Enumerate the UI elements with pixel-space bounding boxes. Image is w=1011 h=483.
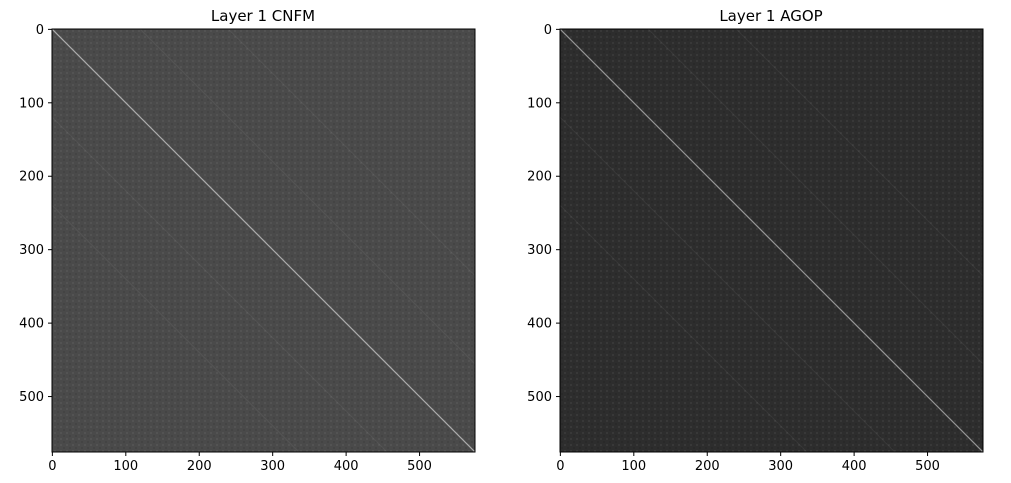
heatmap-plot-area bbox=[51, 28, 476, 453]
x-tick-label: 100 bbox=[621, 459, 646, 474]
y-tick-label: 200 bbox=[527, 170, 552, 185]
chart-title: Layer 1 AGOP bbox=[719, 7, 822, 25]
y-axis: 0 100 200 300 400 500 bbox=[19, 23, 52, 405]
y-axis: 0 100 200 300 400 500 bbox=[527, 23, 560, 405]
x-tick-label: 300 bbox=[768, 459, 793, 474]
y-tick-label: 0 bbox=[544, 23, 552, 38]
x-tick-label: 200 bbox=[187, 459, 212, 474]
heatmap-offdiagonal-structure bbox=[52, 29, 475, 452]
y-tick-label: 300 bbox=[19, 243, 44, 258]
y-tick-label: 300 bbox=[527, 243, 552, 258]
x-tick-label: 400 bbox=[842, 459, 867, 474]
x-tick-label: 0 bbox=[556, 459, 564, 474]
x-axis: 0 100 200 300 400 500 bbox=[556, 452, 940, 474]
y-tick-label: 0 bbox=[36, 23, 44, 38]
y-tick-label: 200 bbox=[19, 170, 44, 185]
y-tick-label: 400 bbox=[19, 317, 44, 332]
y-tick-label: 500 bbox=[19, 390, 44, 405]
heatmap-panel-cnfm: Layer 1 CNFM 0 100 200 300 400 500 0 100 200 300… bbox=[19, 7, 476, 474]
x-tick-label: 400 bbox=[334, 459, 359, 474]
chart-title: Layer 1 CNFM bbox=[211, 7, 315, 25]
heatmap-plot-area bbox=[559, 28, 984, 453]
x-tick-label: 300 bbox=[260, 459, 285, 474]
y-tick-label: 100 bbox=[527, 96, 552, 111]
x-tick-label: 100 bbox=[113, 459, 138, 474]
plot-frame bbox=[51, 28, 476, 453]
x-tick-label: 200 bbox=[695, 459, 720, 474]
y-tick-label: 400 bbox=[527, 317, 552, 332]
x-axis: 0 100 200 300 400 500 bbox=[48, 452, 432, 474]
y-tick-label: 500 bbox=[527, 390, 552, 405]
heatmap-offdiagonal-structure bbox=[560, 29, 983, 452]
x-tick-label: 0 bbox=[48, 459, 56, 474]
x-tick-label: 500 bbox=[915, 459, 940, 474]
heatmap-diagonal bbox=[560, 29, 983, 452]
heatmap-diagonal bbox=[52, 29, 475, 452]
x-tick-label: 500 bbox=[407, 459, 432, 474]
heatmap-panel-agop: Layer 1 AGOP 0 100 200 300 400 500 0 100 200 300… bbox=[527, 7, 984, 474]
y-tick-label: 100 bbox=[19, 96, 44, 111]
plot-frame bbox=[559, 28, 984, 453]
